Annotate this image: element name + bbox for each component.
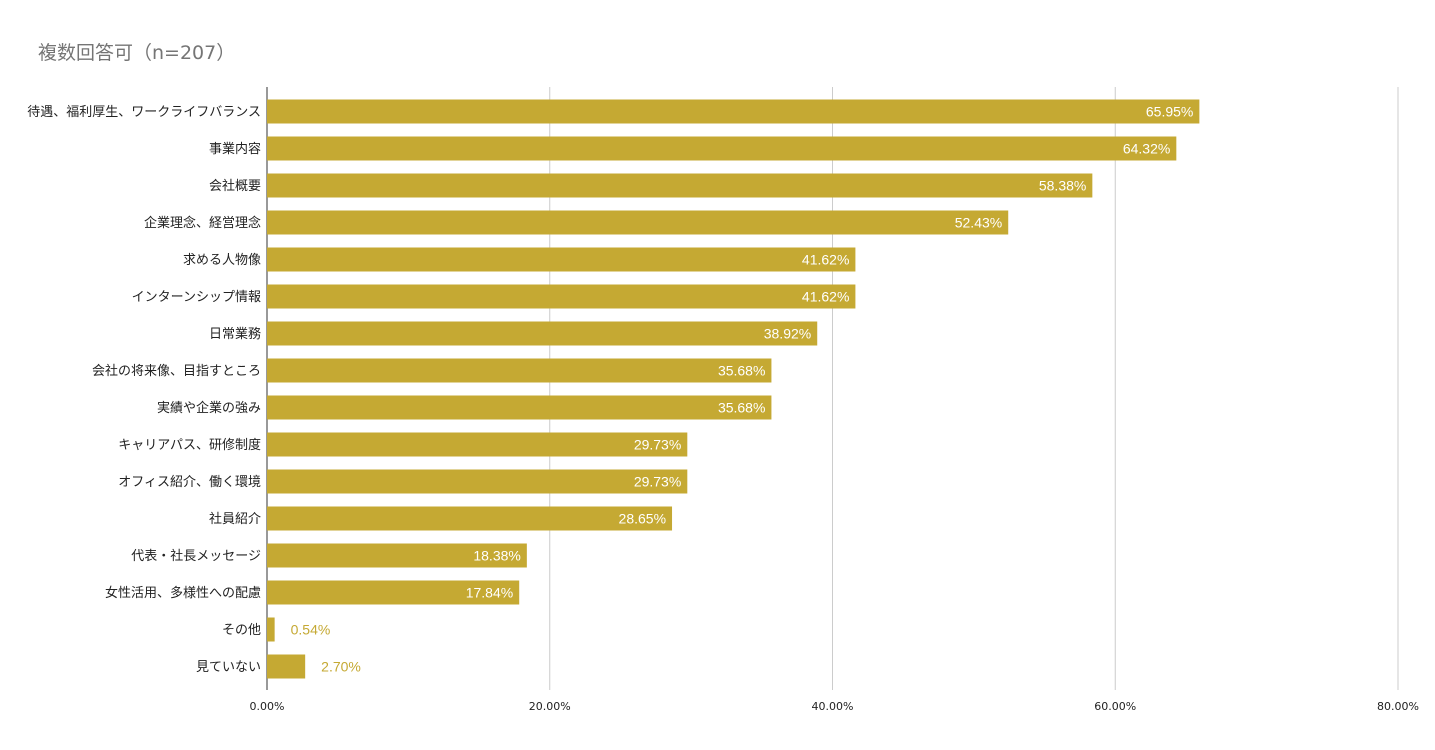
x-tick-label: 20.00% xyxy=(529,700,571,713)
data-label: 29.73% xyxy=(634,474,681,490)
data-label: 65.95% xyxy=(1146,104,1193,120)
category-label: 社員紹介 xyxy=(209,511,261,527)
x-tick-label: 40.00% xyxy=(812,700,854,713)
data-label: 52.43% xyxy=(955,215,1002,231)
bar-layer xyxy=(267,99,1200,679)
x-tick-label: 0.00% xyxy=(250,700,285,713)
data-label: 35.68% xyxy=(718,363,765,379)
bar xyxy=(267,136,1177,161)
bar xyxy=(267,395,772,420)
data-label: 2.70% xyxy=(321,659,361,675)
data-label: 28.65% xyxy=(619,511,666,527)
category-label: 実績や企業の強み xyxy=(157,400,261,416)
data-label: 41.62% xyxy=(802,252,849,268)
category-label: 代表・社長メッセージ xyxy=(131,548,261,564)
bar xyxy=(267,247,856,272)
category-label: 日常業務 xyxy=(209,326,261,342)
category-label: その他 xyxy=(222,623,261,638)
bar xyxy=(267,654,306,679)
data-label: 35.68% xyxy=(718,400,765,416)
data-label: 38.92% xyxy=(764,326,811,342)
x-tick-label: 80.00% xyxy=(1377,700,1419,713)
bar xyxy=(267,543,527,568)
bar xyxy=(267,580,520,605)
category-label: 見ていない xyxy=(196,660,261,675)
category-label: インターンシップ情報 xyxy=(132,290,261,305)
bar xyxy=(267,284,856,309)
category-label: キャリアパス、研修制度 xyxy=(118,437,261,453)
category-label: 求める人物像 xyxy=(183,253,261,268)
bar xyxy=(267,506,673,531)
data-label: 17.84% xyxy=(466,585,513,601)
data-label: 18.38% xyxy=(473,548,520,564)
bar xyxy=(267,617,275,642)
bar xyxy=(267,99,1200,124)
data-label: 64.32% xyxy=(1123,141,1170,157)
data-label: 41.62% xyxy=(802,289,849,305)
bar xyxy=(267,173,1093,198)
bar xyxy=(267,210,1009,235)
category-label: 待遇、福利厚生、ワークライフバランス xyxy=(27,105,261,120)
category-label: 事業内容 xyxy=(209,141,261,157)
label-layer: 0.00% 20.00% 40.00% 60.00% 80.00% 待遇、福利厚生、ワーク… xyxy=(27,104,1419,714)
data-label: 58.38% xyxy=(1039,178,1086,194)
bar xyxy=(267,321,818,346)
category-label: 会社概要 xyxy=(209,178,261,194)
category-label: 企業理念、経営理念 xyxy=(144,215,261,231)
bar xyxy=(267,358,772,383)
category-label: オフィス紹介、働く環境 xyxy=(118,475,261,490)
category-label: 会社の将来像、目指すところ xyxy=(92,363,261,379)
bar xyxy=(267,432,688,457)
x-tick-label: 60.00% xyxy=(1094,700,1136,713)
data-label: 29.73% xyxy=(634,437,681,453)
category-label: 女性活用、多様性への配慮 xyxy=(105,585,261,601)
data-label: 0.54% xyxy=(291,622,331,638)
bar xyxy=(267,469,688,494)
chart-title: 複数回答可（n=207） xyxy=(38,42,236,64)
